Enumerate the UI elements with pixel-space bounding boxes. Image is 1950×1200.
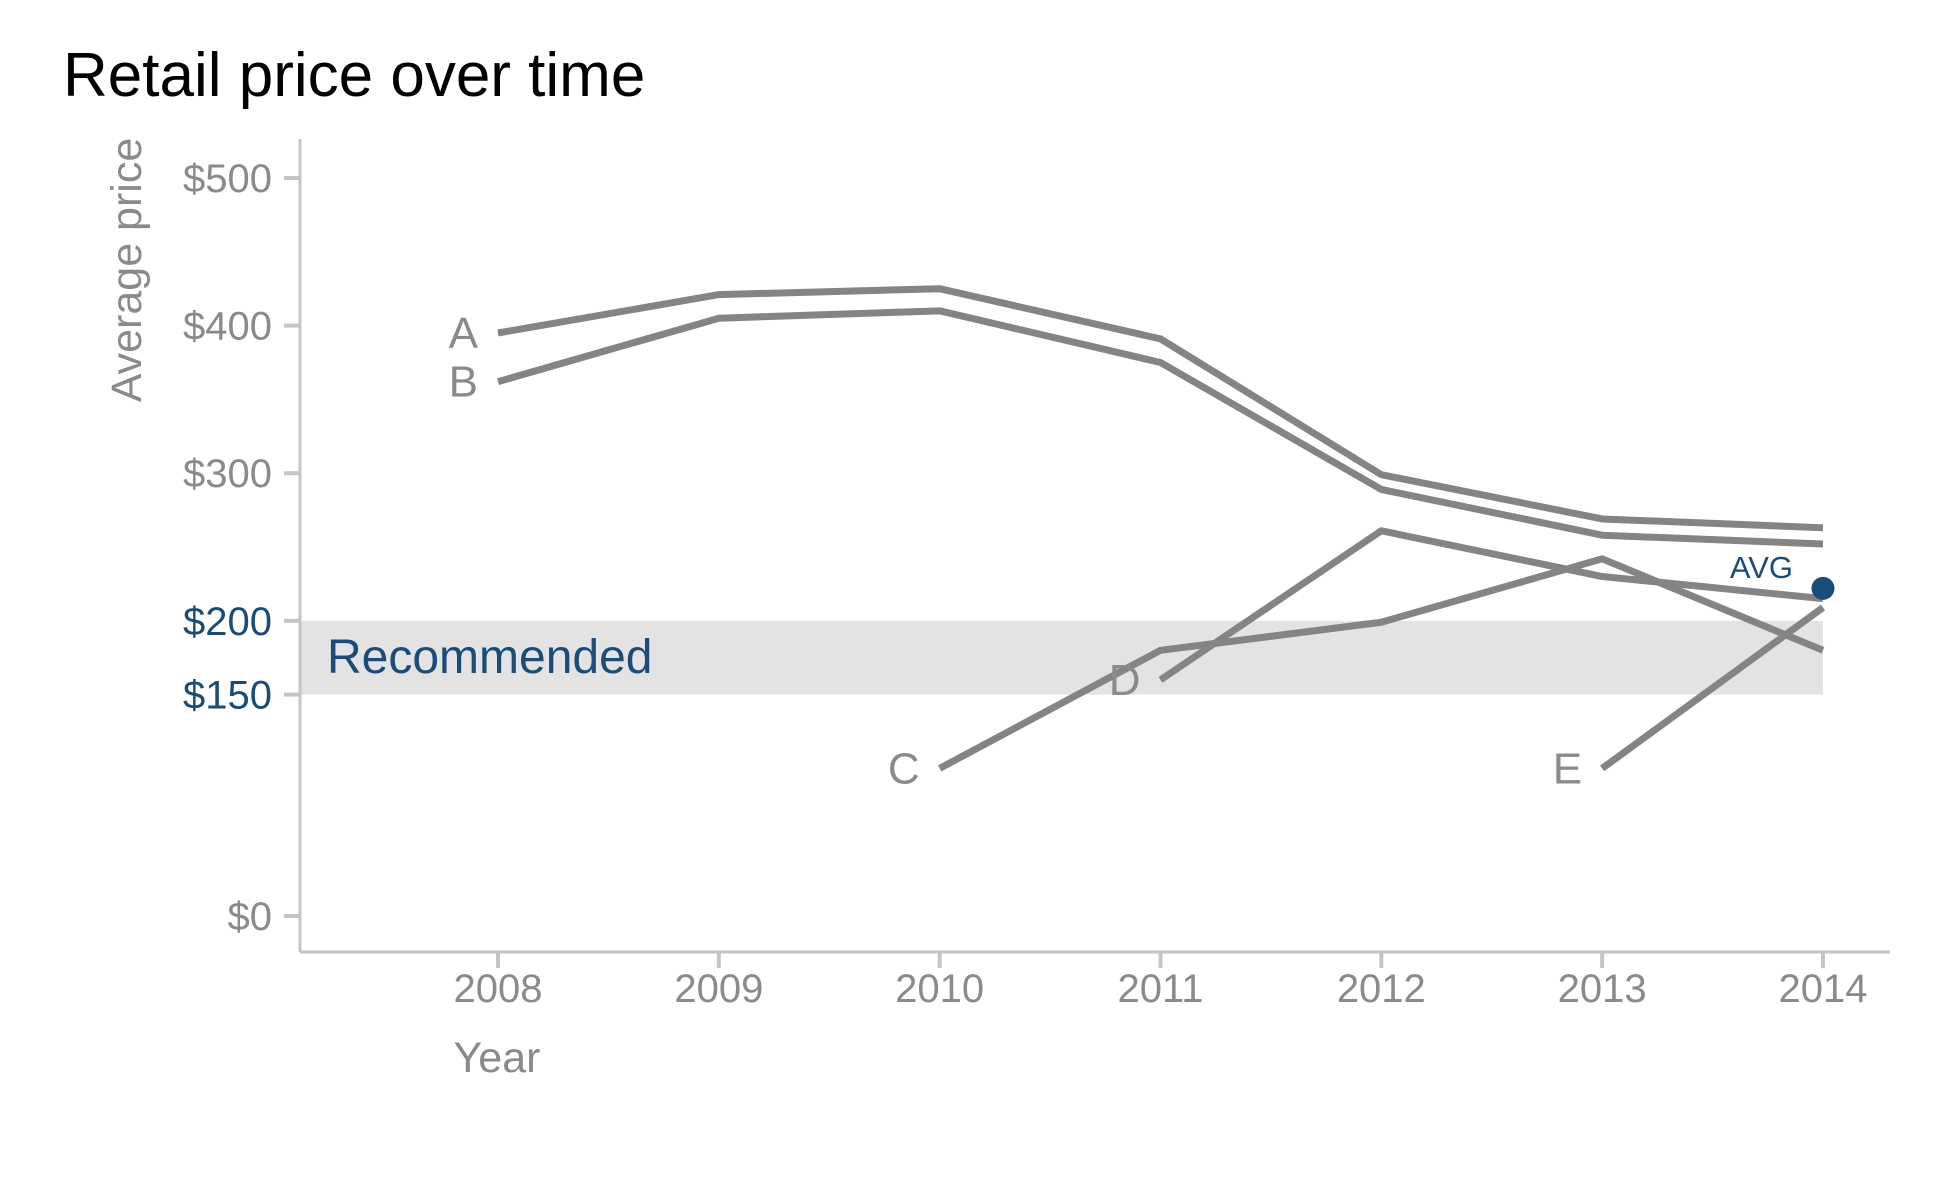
y-tick-label: $500: [183, 157, 272, 201]
series-label-A: A: [449, 309, 479, 358]
y-tick-label: $150: [183, 674, 272, 718]
x-tick-label: 2008: [454, 967, 543, 1011]
x-tick-label: 2010: [895, 967, 984, 1011]
series-label-C: C: [888, 744, 920, 793]
recommended-band-label: Recommended: [327, 631, 653, 684]
y-tick-label: $400: [183, 305, 272, 349]
series-line-B: [497, 307, 1824, 548]
x-axis-title: Year: [454, 1034, 541, 1082]
series-label-B: B: [449, 358, 478, 407]
axes-layer: $0 $150 $200 $300 $400 $500 2008 2009 2010 2011 20…: [183, 139, 1890, 1011]
y-tick-label: $200: [183, 600, 272, 644]
x-tick-label: 2013: [1558, 967, 1647, 1011]
chart-title: Retail price over time: [63, 41, 646, 110]
series-label-D: D: [1109, 656, 1141, 705]
y-axis-title: Average price: [103, 138, 151, 403]
x-tick-label: 2014: [1778, 967, 1867, 1011]
series-lines-layer: [497, 285, 1826, 772]
labels-layer: Average price Year Recommended AVG AB C D E: [103, 138, 1793, 1082]
band-layer: [300, 620, 1823, 695]
avg-point-marker: [1811, 576, 1835, 600]
x-tick-label: 2011: [1117, 967, 1203, 1011]
y-tick-label: $300: [183, 452, 272, 496]
series-line-C: [938, 555, 1825, 772]
y-tick-label: $0: [228, 895, 273, 939]
series-line-D: [1158, 527, 1824, 683]
series-label-E: E: [1553, 744, 1582, 793]
avg-point-label: AVG: [1730, 550, 1793, 585]
series-line-E: [1600, 604, 1826, 772]
series-line-A: [497, 285, 1824, 532]
x-tick-label: 2009: [674, 967, 763, 1011]
points-layer: [1811, 576, 1835, 600]
x-tick-label: 2012: [1337, 967, 1426, 1011]
recommended-band: [300, 620, 1823, 695]
